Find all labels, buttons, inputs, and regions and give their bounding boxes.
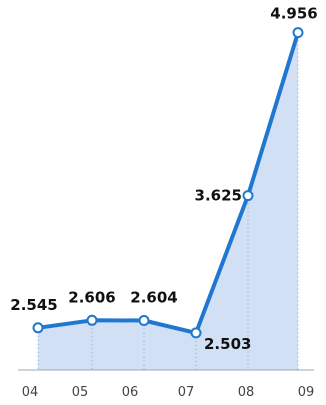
data-point-05 [86,314,98,326]
data-label-04: 2.545 [10,296,57,314]
data-point-07 [190,327,202,339]
data-points [32,27,304,339]
data-point-04 [32,322,44,334]
x-tick-label-04: 04 [22,385,39,400]
drop-lines [37,32,299,370]
data-label-05: 2.606 [68,288,115,306]
data-label-07: 2.503 [204,335,251,353]
x-tick-label-06: 06 [122,385,139,400]
x-tick-label-05: 05 [72,385,89,400]
x-tick-label-07: 07 [178,385,195,400]
x-tick-labels: 04 05 06 07 08 09 [22,385,315,400]
data-point-08 [242,190,254,202]
x-tick-label-08: 08 [238,385,255,400]
data-label-08: 3.625 [195,187,242,205]
data-point-09 [292,27,304,39]
data-point-06 [138,315,150,326]
data-labels: 2.545 2.606 2.604 2.503 3.625 4.956 [10,5,317,353]
data-label-09: 4.956 [270,5,317,23]
data-label-06: 2.604 [130,289,177,307]
series-line [36,30,300,335]
area-fill [38,32,298,370]
x-tick-label-09: 09 [298,385,315,400]
